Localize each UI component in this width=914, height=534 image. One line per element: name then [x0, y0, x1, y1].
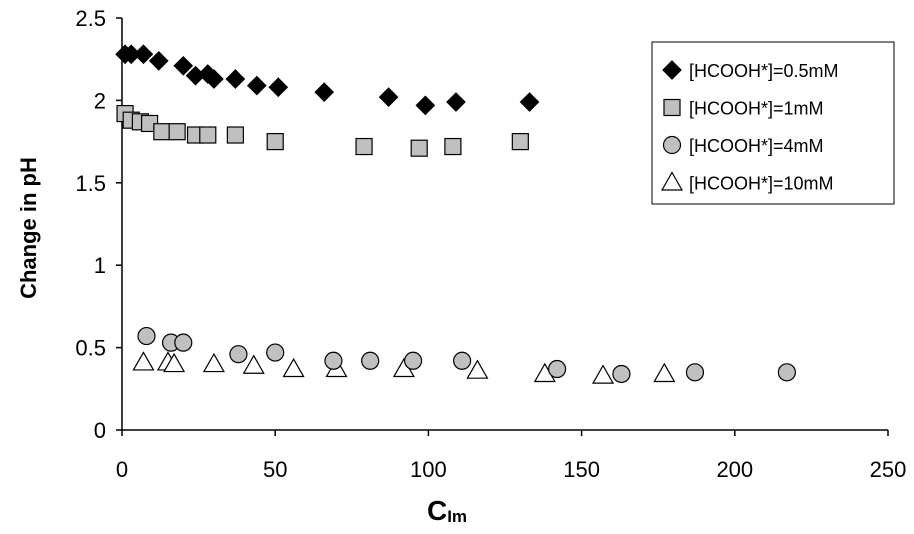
x-tick-label: 50 [263, 457, 287, 482]
y-axis-title: Change in pH [16, 157, 41, 299]
y-tick-label: 0 [94, 418, 106, 443]
x-tick-label: 100 [410, 457, 447, 482]
legend-marker-diamond [662, 60, 682, 80]
y-tick-label: 1.5 [75, 171, 106, 196]
series-triangle [132, 351, 676, 384]
x-axis-title-main: C [427, 495, 447, 526]
data-point-diamond [268, 77, 289, 98]
data-point-square [444, 137, 462, 156]
data-point-triangle [242, 354, 265, 374]
data-point-triangle [653, 362, 676, 383]
data-point-circle [403, 351, 423, 370]
legend-label: [HCOOH*]=1mM [689, 99, 824, 119]
y-axis-ticks: 0 0.5 1 1.5 2 2.5 [75, 6, 122, 443]
data-point-diamond [415, 95, 436, 116]
data-point-circle [137, 326, 156, 346]
series-diamond [115, 44, 540, 116]
x-tick-label: 250 [870, 457, 907, 482]
data-point-diamond [173, 55, 194, 76]
data-point-triangle [282, 357, 305, 378]
data-point-square [511, 133, 529, 151]
data-point-triangle [466, 359, 489, 379]
legend-label: [HCOOH*]=10mM [689, 174, 834, 194]
data-point-circle [266, 343, 285, 362]
data-point-circle [685, 363, 705, 382]
data-point-circle [777, 363, 796, 382]
x-tick-label: 0 [116, 457, 128, 482]
y-tick-label: 2 [94, 88, 106, 113]
legend-box [651, 41, 895, 205]
x-tick-label: 200 [716, 457, 753, 482]
data-point-diamond [225, 69, 246, 89]
data-point-circle [361, 351, 380, 370]
data-point-square [168, 123, 186, 141]
data-point-triangle [202, 352, 225, 373]
data-point-circle [547, 359, 567, 379]
data-point-circle [174, 333, 193, 352]
x-axis-title: CIm [427, 495, 467, 526]
data-point-diamond [133, 44, 154, 65]
y-tick-label: 0.5 [75, 336, 106, 361]
data-point-diamond [314, 82, 335, 103]
legend-marker-triangle [660, 171, 684, 191]
data-point-square [355, 137, 373, 156]
data-markers [115, 44, 796, 384]
legend-item: [HCOOH*]=0.5mM [662, 60, 839, 81]
data-point-circle [453, 351, 472, 370]
legend-item: [HCOOH*]=4mM [662, 135, 824, 156]
legend-label: [HCOOH*]=4mM [689, 136, 824, 156]
legend-marker-square [663, 98, 681, 117]
data-point-square [199, 126, 217, 144]
legend-item: [HCOOH*]=10mM [660, 171, 834, 194]
data-point-diamond [519, 92, 540, 112]
data-point-diamond [246, 75, 267, 96]
data-point-triangle [132, 351, 155, 371]
legend-label: [HCOOH*]=0.5mM [689, 61, 839, 81]
plot-area: 0 0.5 1 1.5 2 2.5 0 50 100 150 200 250 [75, 6, 906, 482]
data-point-diamond [204, 69, 224, 89]
series-circle [137, 326, 796, 384]
series-square [116, 104, 529, 157]
data-point-square [266, 133, 284, 151]
data-point-square [410, 139, 428, 157]
x-axis-title-subscript: Im [447, 507, 467, 526]
data-point-circle [612, 364, 631, 384]
data-point-diamond [148, 50, 169, 71]
data-point-triangle [163, 352, 186, 373]
data-point-diamond [378, 87, 399, 107]
legend-item: [HCOOH*]=1mM [663, 98, 824, 119]
y-tick-label: 1 [94, 253, 106, 278]
x-tick-label: 150 [563, 457, 600, 482]
data-point-circle [229, 345, 248, 364]
data-point-triangle [592, 364, 615, 384]
y-tick-label: 2.5 [75, 6, 106, 31]
legend-marker-circle [662, 135, 682, 155]
legend: [HCOOH*]=0.5mM [HCOOH*]=1mM [HCOOH*]=4mM [H… [651, 41, 895, 205]
x-axis-ticks: 0 50 100 150 200 250 [116, 430, 906, 482]
data-point-square [226, 126, 244, 144]
data-point-square [153, 123, 171, 141]
data-point-circle [324, 351, 343, 370]
data-point-diamond [446, 92, 466, 112]
